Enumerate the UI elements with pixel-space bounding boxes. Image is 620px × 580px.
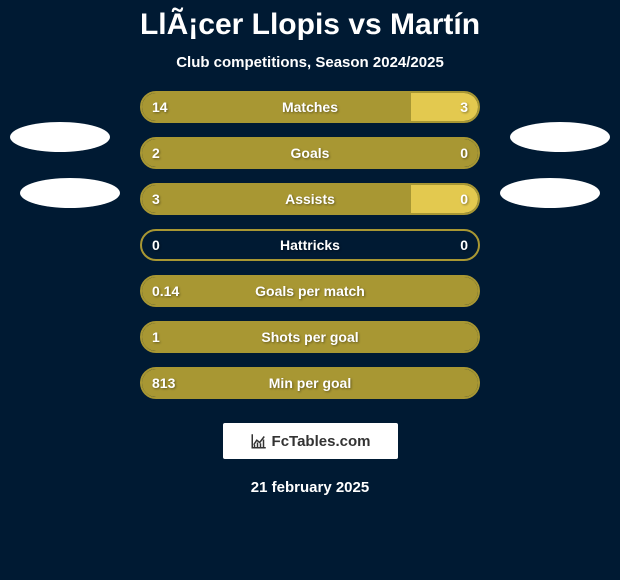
stat-bar: 0 0 Hattricks xyxy=(140,229,480,261)
stat-label: Goals xyxy=(291,145,330,161)
stat-bar-left-fill xyxy=(142,185,411,213)
stat-bar: 0.14 Goals per match xyxy=(140,275,480,307)
stat-bar: 3 0 Assists xyxy=(140,183,480,215)
stat-bar: 1 Shots per goal xyxy=(140,321,480,353)
team-badge-left-1 xyxy=(10,122,110,152)
stat-right-value: 0 xyxy=(460,191,468,207)
stat-left-value: 14 xyxy=(152,99,168,115)
comparison-container: LlÃ¡cer Llopis vs Martín Club competitio… xyxy=(0,0,620,580)
stat-label: Min per goal xyxy=(269,375,351,391)
logo-text: FcTables.com xyxy=(272,433,371,450)
stat-label: Hattricks xyxy=(280,237,340,253)
team-badge-right-2 xyxy=(500,178,600,208)
stat-left-value: 3 xyxy=(152,191,160,207)
stat-left-value: 813 xyxy=(152,375,175,391)
stat-right-value: 0 xyxy=(460,145,468,161)
stat-label: Shots per goal xyxy=(261,329,358,345)
stat-bar-left-fill xyxy=(142,93,411,121)
stats-bars: 14 3 Matches 2 0 Goals 3 0 Assists 0 0 Hattricks 0.1… xyxy=(140,91,480,399)
chart-icon xyxy=(250,432,268,450)
page-title: LlÃ¡cer Llopis vs Martín xyxy=(140,8,480,42)
stat-label: Assists xyxy=(285,191,335,207)
stat-label: Goals per match xyxy=(255,283,365,299)
stat-bar: 2 0 Goals xyxy=(140,137,480,169)
team-badge-right-1 xyxy=(510,122,610,152)
stat-right-value: 3 xyxy=(460,99,468,115)
team-badge-left-2 xyxy=(20,178,120,208)
date-label: 21 february 2025 xyxy=(251,479,369,496)
stat-bar: 813 Min per goal xyxy=(140,367,480,399)
stat-left-value: 1 xyxy=(152,329,160,345)
stat-right-value: 0 xyxy=(460,237,468,253)
fctables-logo[interactable]: FcTables.com xyxy=(223,423,398,459)
stat-left-value: 2 xyxy=(152,145,160,161)
stat-left-value: 0 xyxy=(152,237,160,253)
stat-bar: 14 3 Matches xyxy=(140,91,480,123)
subtitle: Club competitions, Season 2024/2025 xyxy=(176,54,444,71)
stat-left-value: 0.14 xyxy=(152,283,179,299)
stat-label: Matches xyxy=(282,99,338,115)
